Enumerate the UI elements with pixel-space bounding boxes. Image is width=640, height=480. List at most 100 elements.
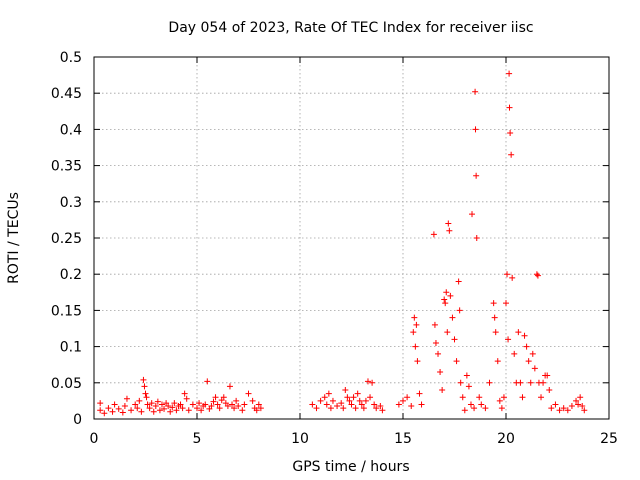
data-point: [141, 383, 148, 390]
data-point: [413, 321, 420, 328]
data-point: [443, 289, 450, 296]
data-point: [437, 368, 444, 375]
data-point: [208, 402, 215, 409]
data-point: [404, 394, 411, 401]
y-tick-label: 0.15: [51, 303, 82, 319]
data-point: [156, 407, 163, 414]
y-tick-label: 0: [73, 412, 82, 428]
data-point: [439, 387, 446, 394]
data-point: [523, 343, 530, 350]
data-point: [325, 390, 332, 397]
data-point: [546, 387, 553, 394]
data-point: [500, 394, 507, 401]
data-point: [198, 407, 205, 414]
data-point: [354, 390, 361, 397]
data-point: [371, 401, 378, 408]
data-point: [508, 151, 515, 158]
x-tick-labels: 0 5 10 15 20 25: [90, 431, 618, 447]
x-tick-label: 25: [600, 431, 618, 447]
data-point: [519, 394, 526, 401]
data-point: [503, 300, 509, 307]
data-point: [204, 378, 211, 385]
y-tick-label: 0.5: [60, 50, 82, 66]
data-point: [214, 401, 221, 408]
x-tick-label: 0: [90, 431, 99, 447]
data-point: [430, 231, 437, 238]
data-point: [342, 387, 349, 394]
data-point: [531, 365, 538, 372]
data-point: [216, 405, 223, 412]
data-point: [226, 383, 233, 390]
data-point: [395, 401, 402, 408]
data-point: [482, 405, 489, 412]
data-point: [560, 405, 567, 412]
data-point: [245, 390, 252, 397]
data-point: [179, 405, 186, 412]
data-point: [511, 350, 518, 357]
data-point: [504, 271, 511, 278]
data-point: [416, 390, 423, 397]
data-point: [509, 274, 516, 281]
data-point: [517, 379, 524, 386]
data-point: [400, 397, 406, 404]
data-point: [224, 402, 231, 409]
data-point: [457, 379, 464, 386]
data-point: [202, 401, 209, 408]
data-point: [507, 130, 514, 137]
data-point: [418, 401, 425, 408]
data-point: [432, 339, 439, 346]
data-point: [494, 358, 501, 365]
x-tick-label: 5: [193, 431, 202, 447]
data-point: [196, 400, 203, 407]
data-point: [239, 407, 246, 414]
data-point: [431, 321, 438, 328]
data-point: [515, 329, 522, 336]
data-point: [568, 402, 575, 409]
data-point: [138, 408, 145, 415]
data-point: [377, 402, 384, 409]
data-point: [476, 394, 483, 401]
data-point: [323, 401, 330, 408]
data-point: [344, 394, 351, 401]
data-point: [360, 405, 367, 412]
data-point: [449, 314, 456, 321]
data-point: [150, 408, 157, 415]
data-point: [498, 405, 505, 412]
data-point: [364, 378, 371, 385]
x-axis-title: GPS time / hours: [292, 459, 409, 475]
data-point: [317, 397, 324, 404]
data-point: [152, 402, 159, 409]
data-point: [471, 405, 478, 412]
data-point: [447, 292, 454, 299]
data-point: [564, 407, 571, 414]
data-point: [158, 401, 165, 408]
data-point: [538, 394, 545, 401]
data-point: [491, 314, 498, 321]
data-point: [142, 390, 149, 397]
y-tick-labels: 0 0.05 0.1 0.15 0.2 0.25 0.3 0.35 0.4 0.45 0.5: [51, 50, 82, 428]
data-point: [573, 397, 580, 404]
data-point: [177, 401, 184, 408]
data-point: [136, 397, 143, 404]
data-point: [321, 394, 328, 401]
data-point: [154, 398, 161, 405]
data-point: [456, 307, 463, 314]
data-point: [441, 296, 448, 303]
data-point: [220, 394, 227, 401]
data-point: [463, 372, 470, 379]
data-point: [533, 271, 540, 278]
axis-ticks: [93, 56, 610, 420]
y-tick-label: 0.45: [51, 86, 82, 102]
x-tick-label: 15: [394, 431, 412, 447]
data-point: [478, 401, 485, 408]
data-point: [115, 405, 122, 412]
data-point: [109, 408, 116, 415]
data-point: [358, 401, 365, 408]
data-point: [506, 104, 513, 111]
data-point: [329, 397, 336, 404]
data-point: [521, 332, 528, 339]
data-point: [455, 278, 462, 285]
data-point: [552, 401, 559, 408]
x-tick-label: 10: [291, 431, 309, 447]
data-point: [453, 358, 460, 365]
